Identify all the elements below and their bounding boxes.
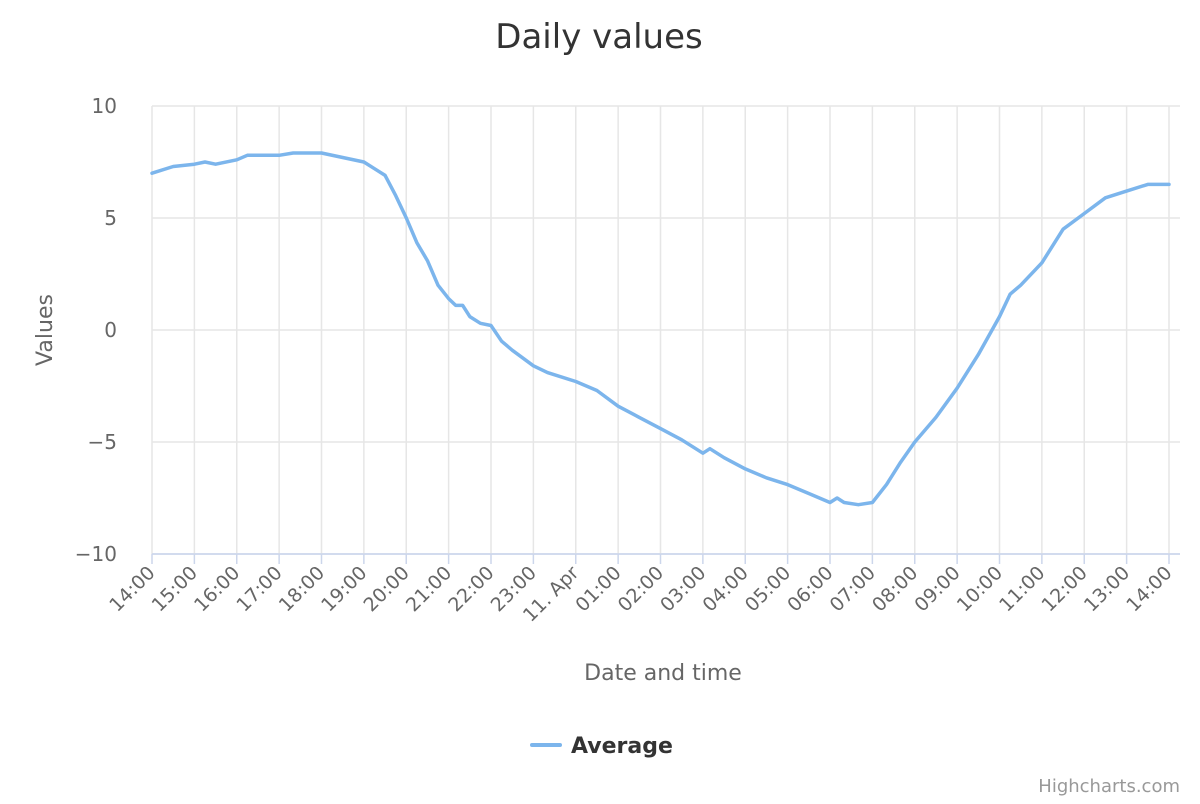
x-tick-label: 12:00 [1038,562,1092,616]
x-tick-label: 15:00 [148,562,202,616]
x-tick-label: 13:00 [1080,562,1134,616]
x-tick-label: 17:00 [232,562,286,616]
x-tick-label: 21:00 [402,562,456,616]
x-tick-label: 20:00 [360,562,414,616]
grid-lines [151,105,1180,555]
series-line-average[interactable] [150,151,1171,507]
x-tick-label: 04:00 [699,562,753,616]
chart-title: Daily values [495,17,702,57]
y-tick-label: −10 [75,542,117,566]
x-tick-label: 11:00 [995,562,1049,616]
x-tick-label: 01:00 [571,562,625,616]
x-tick-label: 22:00 [444,562,498,616]
y-tick-label: 10 [92,94,117,118]
legend[interactable]: Average [530,734,673,759]
x-tick-label: 14:00 [105,562,159,616]
series-layer [150,151,1171,507]
axes: 1050−5−1014:0015:0016:0017:0018:0019:002… [75,94,1180,626]
y-tick-label: 5 [104,206,117,230]
x-tick-label: 16:00 [190,562,244,616]
x-tick-label: 18:00 [275,562,329,616]
x-tick-label: 03:00 [656,562,710,616]
y-axis-title: Values [33,294,58,366]
x-tick-label: 10:00 [953,562,1007,616]
x-tick-label: 02:00 [614,562,668,616]
x-axis-title: Date and time [584,661,742,686]
x-tick-label: 14:00 [1122,562,1176,616]
x-tick-label: 07:00 [826,562,880,616]
x-tick-label: 05:00 [741,562,795,616]
credits-link[interactable]: Highcharts.com [1038,776,1180,797]
y-tick-label: −5 [88,430,117,454]
y-tick-label: 0 [104,318,117,342]
x-tick-label: 06:00 [783,562,837,616]
x-tick-label: 19:00 [317,562,371,616]
legend-item-average[interactable]: Average [571,734,673,759]
x-tick-label: 09:00 [910,562,964,616]
x-tick-label: 08:00 [868,562,922,616]
